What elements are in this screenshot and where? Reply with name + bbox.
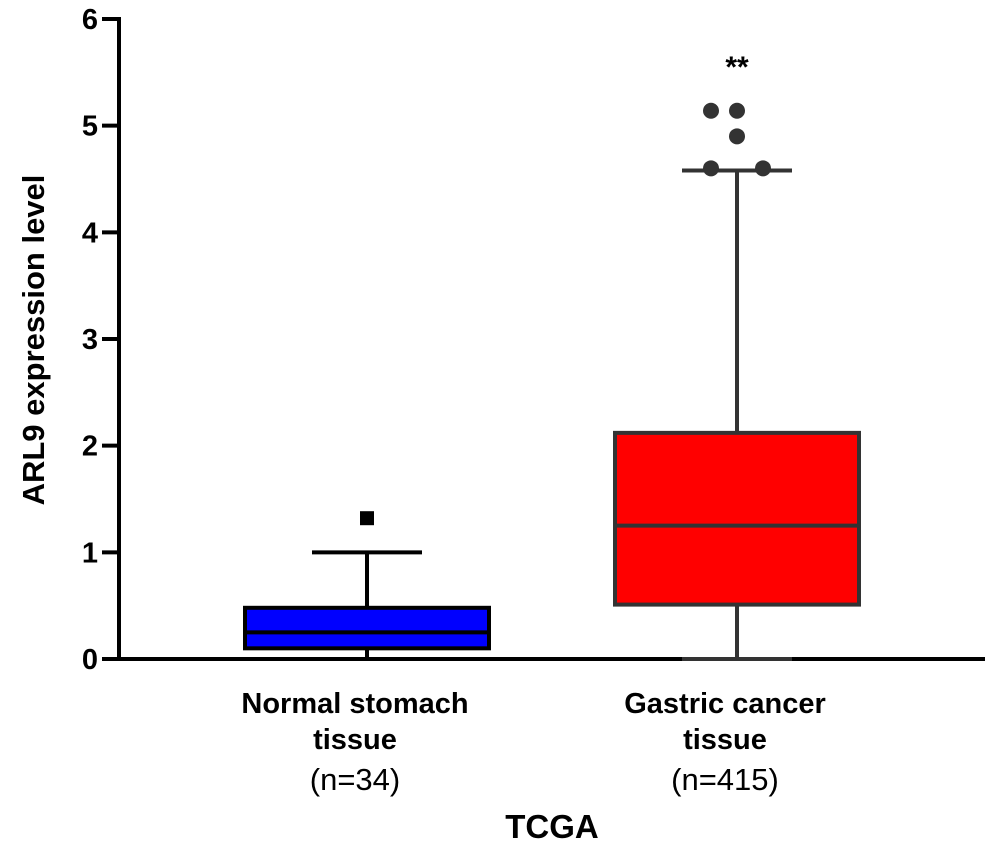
outlier-point bbox=[703, 102, 719, 119]
outlier-point bbox=[729, 102, 745, 119]
y-tick-label: 0 bbox=[82, 644, 98, 676]
category-label-line1: Gastric cancer bbox=[624, 688, 826, 720]
y-tick-label: 4 bbox=[82, 217, 98, 249]
sample-size-label: (n=415) bbox=[671, 762, 779, 797]
axes: 0 1 2 3 4 5 6 bbox=[82, 4, 985, 676]
y-tick-label: 2 bbox=[82, 431, 98, 463]
y-axis-title: ARL9 expression level bbox=[16, 175, 51, 506]
category-label-line2: tissue bbox=[313, 724, 397, 756]
outlier-point bbox=[703, 160, 719, 177]
sample-size-label: (n=34) bbox=[310, 762, 400, 797]
y-tick-label: 1 bbox=[82, 537, 98, 569]
box-group bbox=[243, 511, 491, 661]
y-tick-label: 5 bbox=[82, 111, 98, 143]
category-label-line2: tissue bbox=[683, 724, 767, 756]
outlier-point bbox=[729, 128, 745, 145]
iqr-box bbox=[613, 430, 861, 607]
category-label-line1: Normal stomach bbox=[241, 688, 468, 720]
boxes: ** bbox=[243, 51, 861, 661]
y-tick-label: 3 bbox=[82, 324, 98, 356]
x-axis-title: TCGA bbox=[505, 808, 599, 842]
iqr-box bbox=[243, 605, 491, 651]
outlier-point bbox=[755, 160, 771, 177]
box-group: ** bbox=[613, 51, 861, 661]
outlier-point bbox=[360, 511, 374, 526]
labels: ARL9 expression level TCGA Normal stomac… bbox=[16, 175, 826, 842]
significance-marker: ** bbox=[725, 51, 749, 84]
y-tick-label: 6 bbox=[82, 4, 98, 36]
